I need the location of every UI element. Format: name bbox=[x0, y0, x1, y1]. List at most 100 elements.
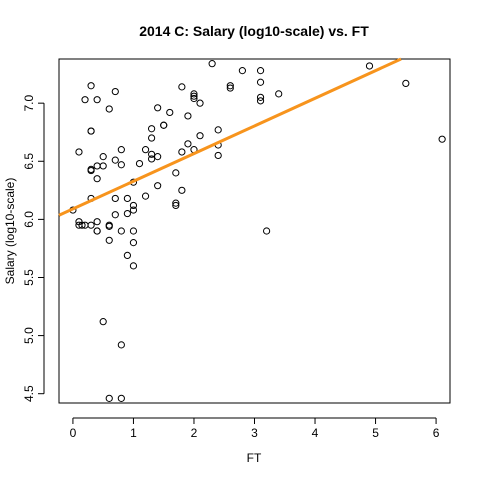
data-point bbox=[105, 394, 113, 402]
data-point bbox=[172, 201, 180, 210]
data-point bbox=[256, 97, 265, 105]
data-point bbox=[365, 62, 374, 70]
data-point bbox=[154, 104, 162, 112]
y-tick-label: 5.5 bbox=[22, 269, 36, 286]
data-point bbox=[238, 67, 246, 75]
data-point bbox=[190, 94, 198, 103]
data-point bbox=[117, 161, 125, 169]
x-tick-label: 3 bbox=[251, 426, 258, 440]
data-point bbox=[160, 121, 168, 129]
data-point bbox=[105, 105, 113, 113]
x-tick-label: 5 bbox=[372, 426, 379, 440]
data-point bbox=[154, 153, 162, 161]
data-point bbox=[256, 78, 265, 86]
x-axis: 0 1 2 3 4 5 6 bbox=[70, 417, 440, 440]
data-point bbox=[256, 93, 265, 101]
data-point bbox=[93, 175, 101, 183]
data-point bbox=[148, 125, 156, 133]
data-point bbox=[184, 140, 192, 148]
data-point bbox=[117, 394, 125, 402]
data-point bbox=[148, 150, 156, 158]
y-axis: 4.5 5.0 5.5 6.0 6.5 7.0 bbox=[22, 94, 45, 402]
x-tick-label: 4 bbox=[312, 426, 319, 440]
data-point bbox=[172, 199, 180, 207]
data-point bbox=[226, 84, 234, 92]
x-tick-label: 6 bbox=[433, 426, 440, 440]
y-tick-label: 4.5 bbox=[22, 385, 36, 402]
data-point bbox=[263, 227, 271, 235]
data-point bbox=[148, 155, 156, 163]
data-point bbox=[226, 82, 234, 90]
data-point bbox=[87, 166, 95, 175]
data-point bbox=[117, 341, 125, 349]
y-tick-label: 5.0 bbox=[22, 327, 36, 344]
data-point bbox=[111, 156, 119, 164]
data-point bbox=[141, 146, 150, 154]
data-point bbox=[99, 318, 107, 326]
data-point bbox=[75, 148, 83, 156]
data-point bbox=[135, 159, 144, 168]
chart-title: 2014 C: Salary (log10-scale) vs. FT bbox=[139, 23, 369, 39]
data-point bbox=[166, 108, 174, 117]
data-point bbox=[178, 186, 186, 194]
data-point bbox=[208, 60, 216, 68]
data-point bbox=[129, 206, 138, 214]
x-axis-label: FT bbox=[247, 451, 262, 465]
data-point bbox=[184, 112, 192, 120]
data-point bbox=[105, 222, 113, 230]
data-point bbox=[129, 201, 138, 210]
data-point bbox=[190, 90, 198, 98]
data-point bbox=[87, 221, 95, 229]
y-tick-label: 7.0 bbox=[22, 94, 36, 111]
data-points bbox=[69, 60, 446, 402]
plot-frame bbox=[58, 58, 451, 404]
y-tick-label: 6.0 bbox=[22, 211, 36, 228]
data-point bbox=[196, 99, 204, 107]
data-point bbox=[129, 239, 138, 247]
y-tick-label: 6.5 bbox=[22, 153, 36, 170]
data-point bbox=[154, 182, 162, 190]
data-point bbox=[105, 236, 113, 244]
data-point bbox=[214, 126, 222, 134]
data-point bbox=[196, 132, 204, 140]
data-point bbox=[87, 82, 95, 90]
data-point bbox=[178, 83, 186, 91]
data-point bbox=[87, 127, 95, 135]
data-point bbox=[93, 96, 101, 104]
data-point bbox=[111, 194, 119, 203]
data-point bbox=[111, 87, 119, 96]
data-point bbox=[99, 162, 107, 170]
data-point bbox=[81, 96, 89, 104]
data-point bbox=[93, 227, 101, 235]
data-point bbox=[178, 148, 186, 156]
data-point bbox=[275, 90, 283, 98]
data-point bbox=[214, 151, 222, 160]
data-point bbox=[129, 262, 138, 270]
data-point bbox=[93, 218, 101, 226]
data-point bbox=[256, 67, 265, 75]
data-point bbox=[117, 227, 125, 235]
data-point bbox=[438, 135, 446, 143]
data-point bbox=[99, 153, 107, 161]
data-point bbox=[123, 251, 131, 260]
data-point bbox=[190, 92, 198, 100]
fit-line bbox=[58, 57, 402, 217]
data-point bbox=[141, 192, 150, 200]
data-point bbox=[148, 134, 156, 142]
data-point bbox=[129, 227, 138, 235]
fit-line-group bbox=[58, 57, 402, 217]
x-tick-label: 0 bbox=[70, 426, 77, 440]
data-point bbox=[123, 209, 131, 218]
x-tick-label: 1 bbox=[130, 426, 137, 440]
data-point bbox=[111, 211, 119, 219]
x-tick-label: 2 bbox=[191, 426, 198, 440]
data-point bbox=[172, 169, 180, 177]
data-point bbox=[402, 79, 410, 88]
y-axis-label: Salary (log10-scale) bbox=[3, 178, 17, 285]
data-point bbox=[117, 146, 125, 154]
data-point bbox=[78, 221, 86, 229]
data-point bbox=[123, 194, 131, 203]
